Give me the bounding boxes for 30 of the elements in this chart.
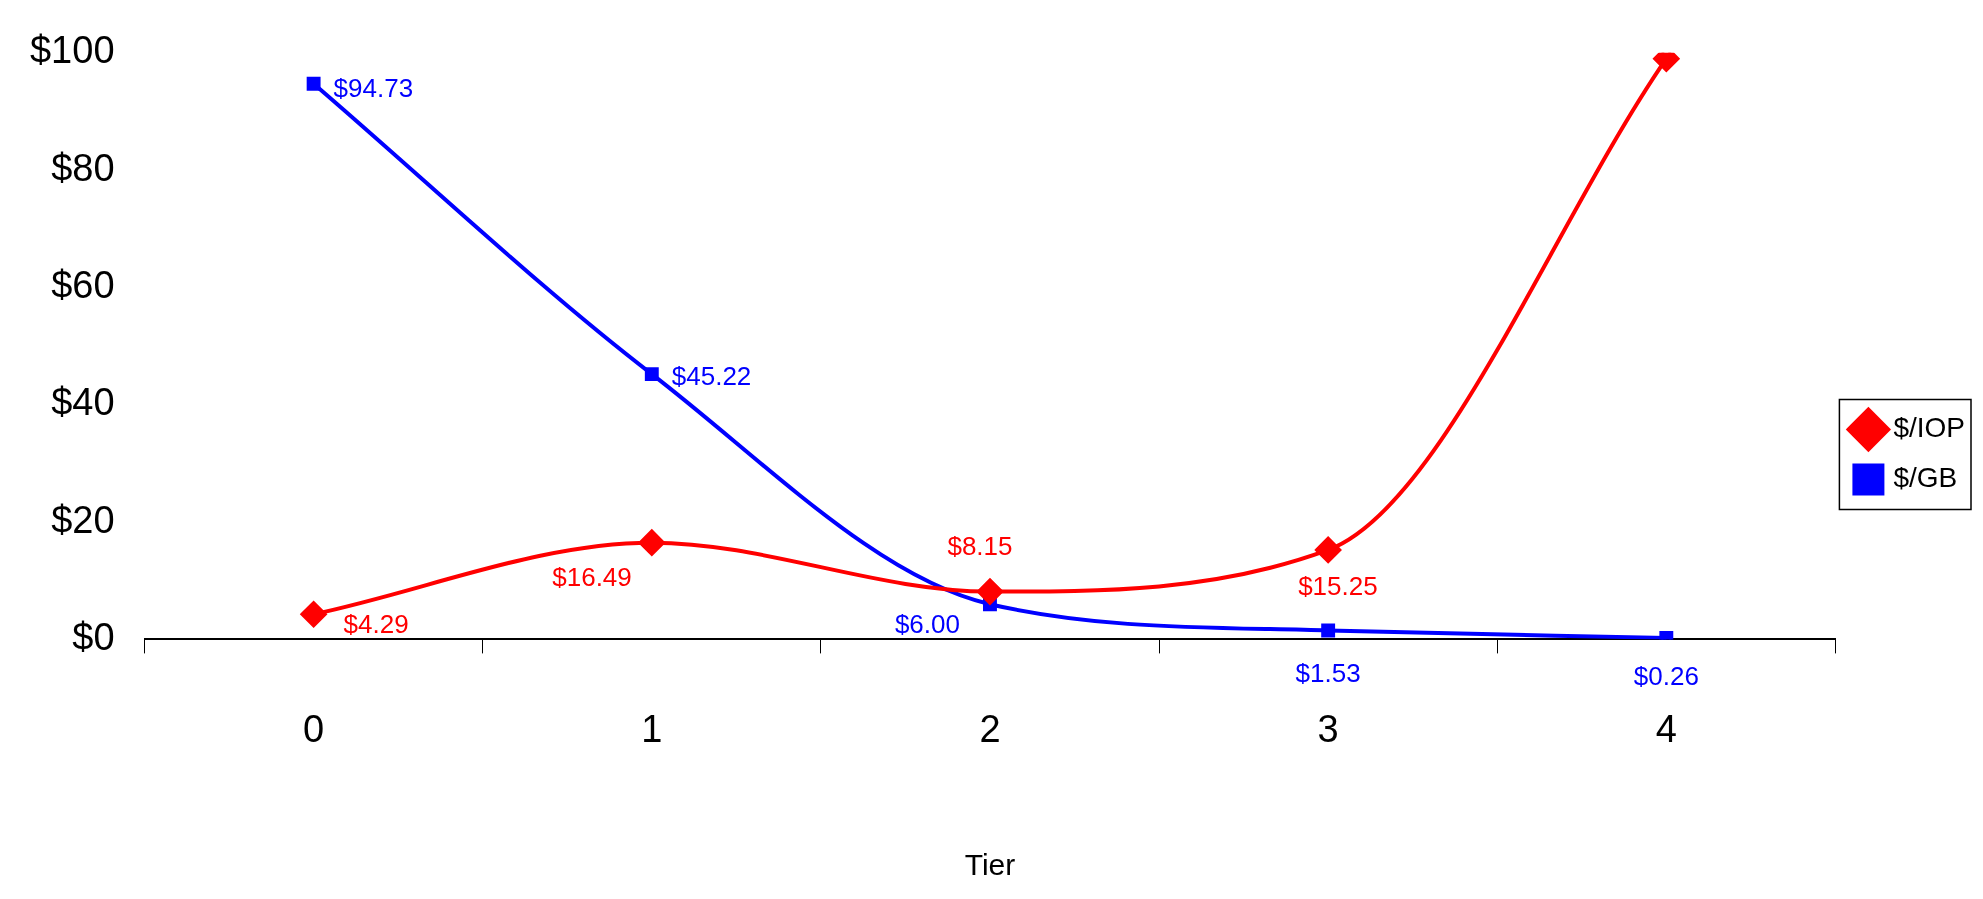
point: [976, 578, 1003, 605]
y-tick-label: $100: [29, 29, 115, 72]
x-axis-title: Tier: [964, 848, 1016, 882]
point: [306, 76, 321, 91]
data-label: $6.00: [894, 609, 960, 640]
point: [644, 367, 659, 382]
legend-label: $/IOP: [1893, 412, 1966, 444]
data-label: $4.29: [343, 609, 409, 640]
y-tick-label: $60: [51, 263, 115, 306]
data-label: $8.15: [947, 530, 1013, 561]
y-tick-label: $40: [51, 381, 115, 424]
x-tick-label: 1: [641, 707, 663, 750]
data-label: $0.26: [1633, 661, 1699, 692]
y-tick-label: $20: [51, 498, 115, 541]
data-label: $15.25: [1298, 571, 1378, 602]
y-tick-label: $0: [72, 615, 115, 658]
data-label: $45.22: [671, 361, 752, 392]
point: [1315, 536, 1342, 563]
point: [300, 601, 327, 628]
x-tick-label: 4: [1655, 707, 1677, 750]
legend-label: $/GB: [1893, 462, 1958, 494]
point: [1321, 623, 1336, 638]
x-tick-label: 2: [979, 707, 1001, 750]
x-tick-label: 3: [1317, 707, 1339, 750]
x-tick-label: 0: [303, 707, 325, 750]
y-tick-label: $80: [51, 146, 115, 189]
data-label: $16.49: [552, 561, 632, 592]
point: [638, 529, 665, 556]
data-label: $94.73: [333, 72, 414, 103]
data-label: $1.53: [1295, 657, 1361, 688]
